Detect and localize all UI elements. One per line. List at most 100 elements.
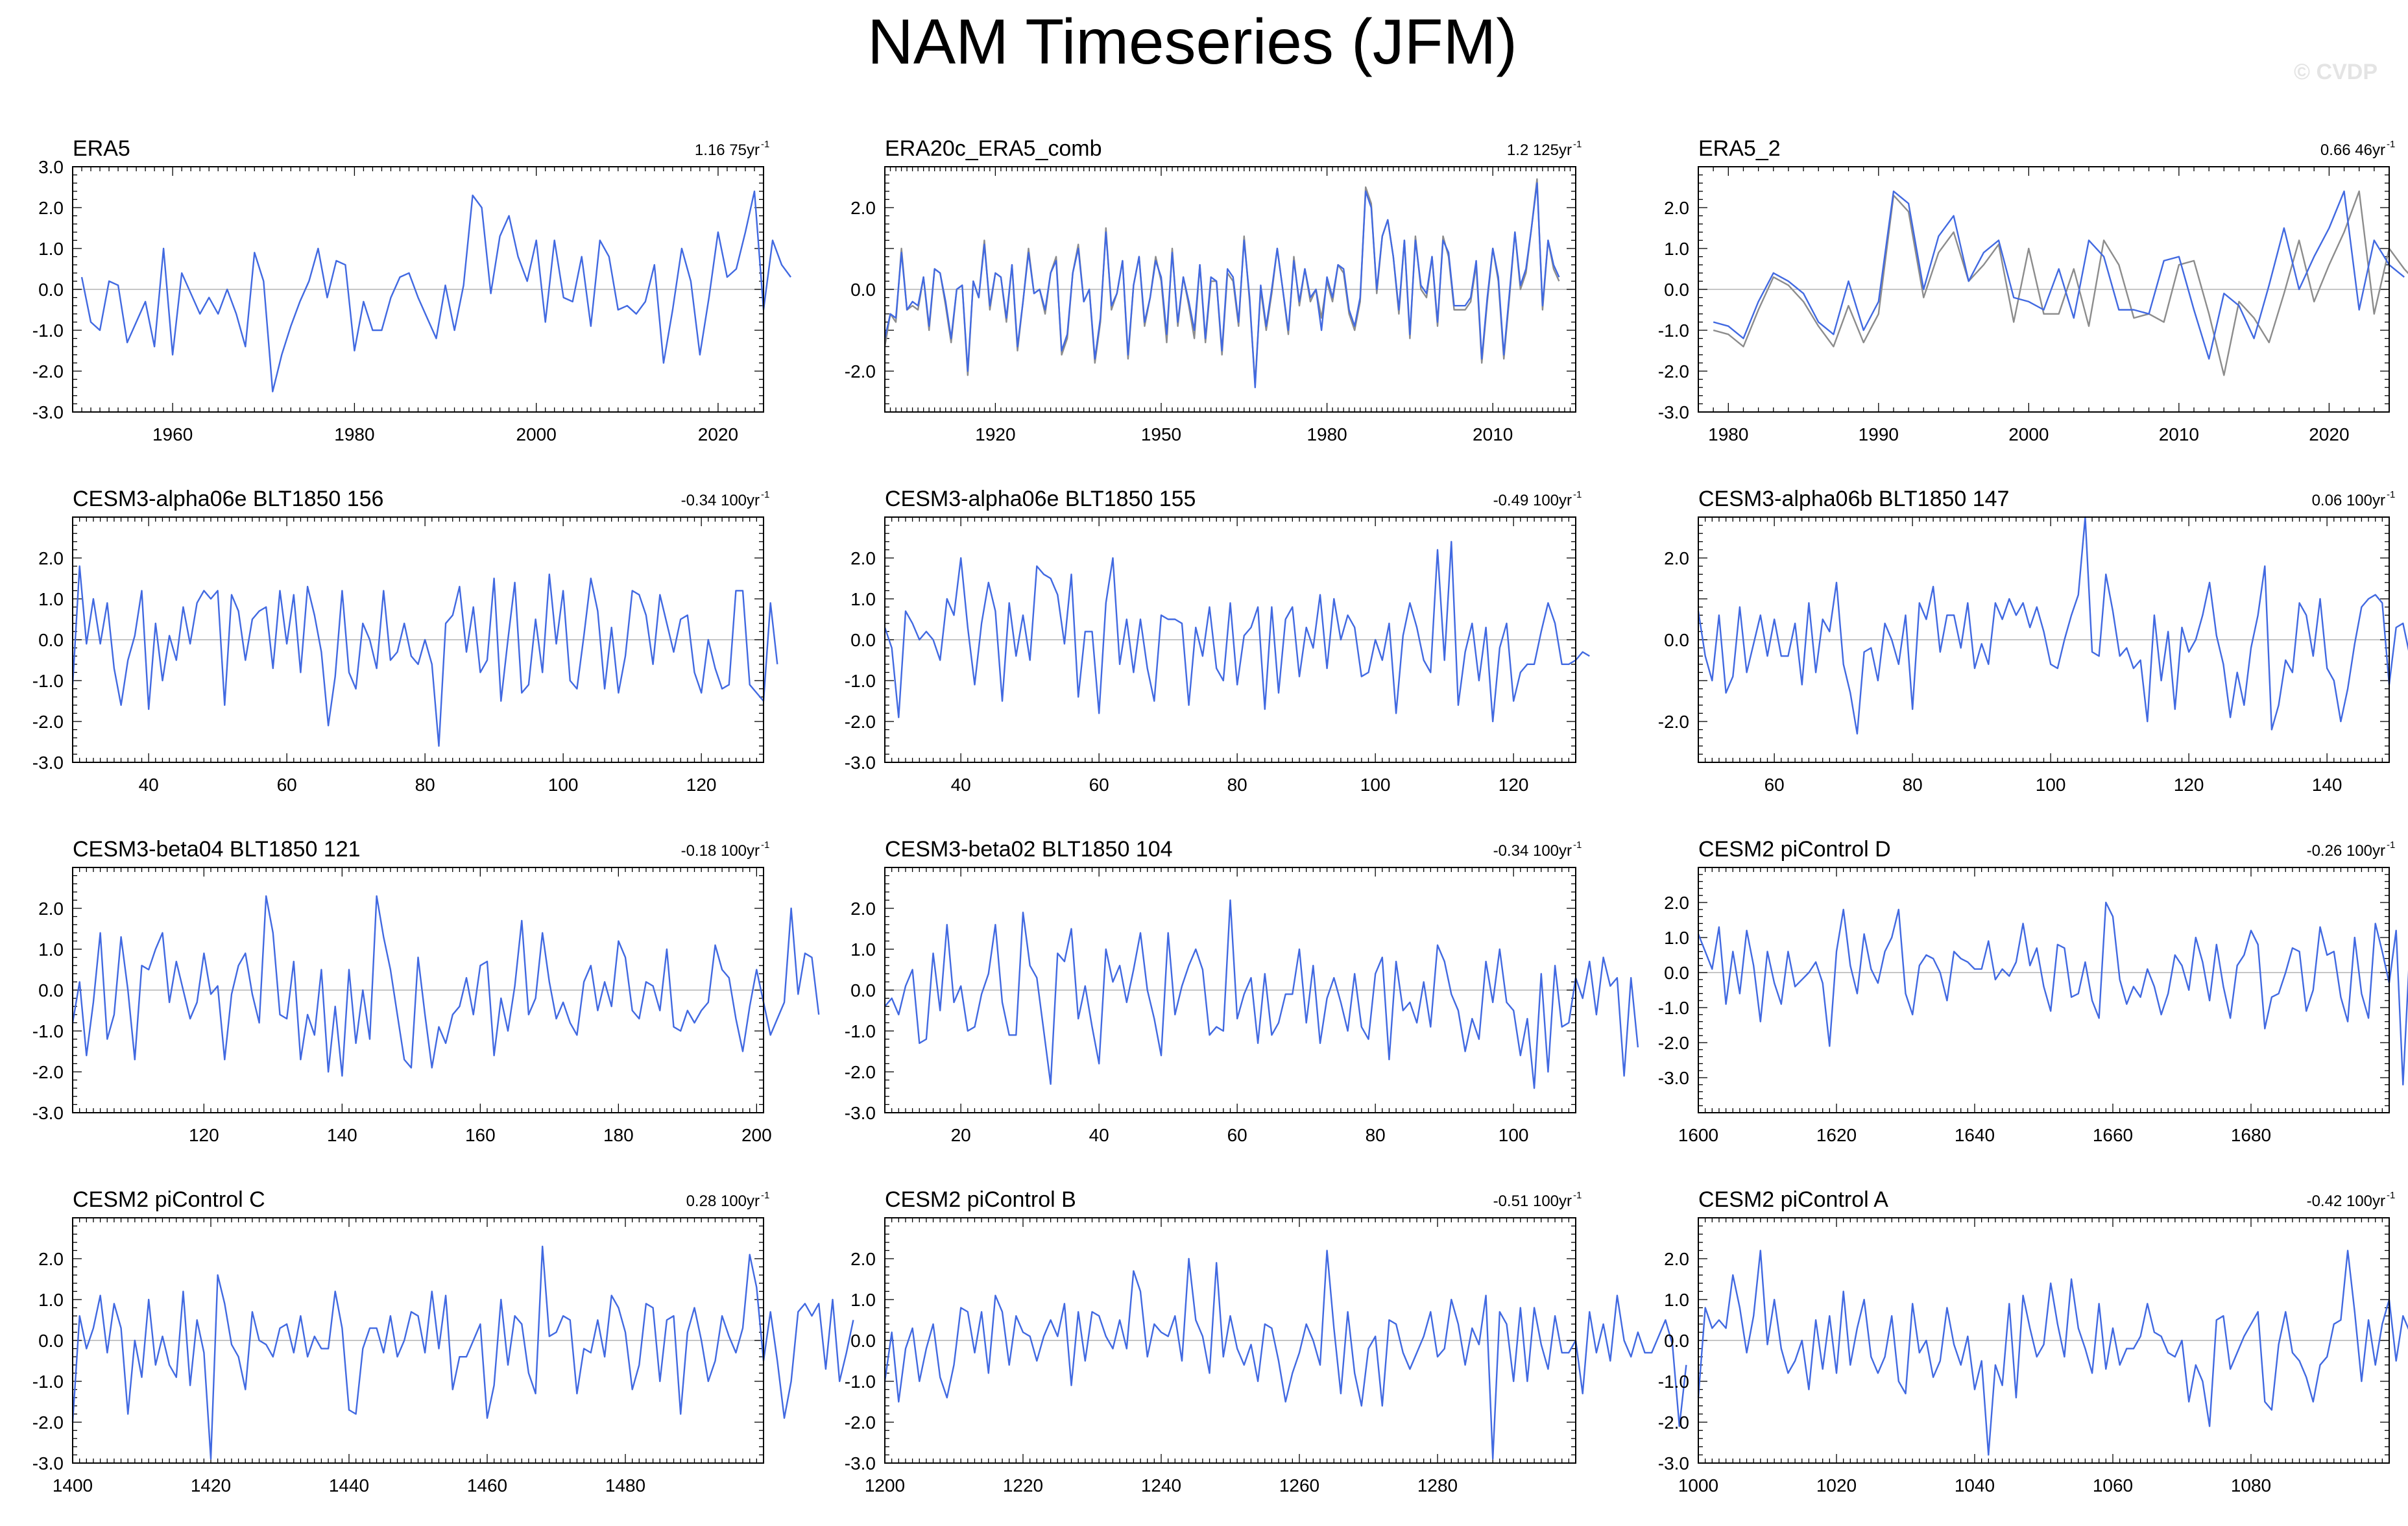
panel-title: CESM2 piControl B	[885, 1187, 1076, 1212]
x-tick-label: 120	[189, 1125, 219, 1145]
x-tick-label: 1400	[53, 1475, 93, 1496]
panel-title: CESM3-alpha06e BLT1850 156	[73, 487, 383, 511]
series-line	[71, 565, 778, 747]
y-tick-label: -3.0	[1658, 1453, 1689, 1473]
series-line	[884, 178, 1560, 385]
plot-frame	[1698, 1217, 2390, 1464]
y-tick-label: 2.0	[1664, 198, 1689, 218]
y-tick-label: 1.0	[1664, 239, 1689, 259]
y-tick-label: -2.0	[845, 712, 876, 732]
y-tick-label: 2.0	[850, 1249, 876, 1269]
y-tick-label: -3.0	[845, 753, 876, 773]
y-tick-label: -1.0	[32, 671, 64, 691]
series-line	[1713, 190, 2408, 376]
trend-label: 0.06 100yr	[2312, 492, 2385, 509]
y-tick-label: 1.0	[38, 939, 64, 960]
y-tick-label: 1.0	[850, 939, 876, 960]
y-tick-label: 1.0	[1664, 1290, 1689, 1310]
series-line	[1697, 901, 2408, 1086]
x-tick-label: 80	[1227, 775, 1247, 795]
panel-title: ERA5_2	[1698, 136, 1781, 161]
y-tick-label: -1.0	[32, 1021, 64, 1041]
y-tick-label: -1.0	[845, 1372, 876, 1392]
y-tick-label: 2.0	[850, 899, 876, 919]
x-tick-label: 160	[465, 1125, 496, 1145]
x-tick-label: 1640	[1955, 1125, 1995, 1145]
x-tick-label: 60	[1227, 1125, 1247, 1145]
y-tick-label: 2.0	[1664, 893, 1689, 913]
watermark: © CVDP	[2294, 60, 2378, 84]
x-tick-label: 2000	[2008, 424, 2049, 444]
series-line	[1697, 516, 2408, 735]
x-tick-label: 1260	[1279, 1475, 1319, 1496]
trend-exponent: -1	[2387, 139, 2395, 150]
x-tick-label: 80	[1366, 1125, 1386, 1145]
y-tick-label: 1.0	[38, 589, 64, 609]
x-tick-label: 1980	[1306, 424, 1347, 444]
trend-label: 0.66 46yr	[2320, 141, 2385, 159]
trend-label: -0.34 100yr	[681, 492, 760, 509]
panel-3: CESM3-alpha06e BLT1850 156 -0.34 100yr -1 4…	[32, 487, 778, 795]
trend-label: 1.2 125yr	[1507, 141, 1572, 159]
y-tick-label: -2.0	[1658, 712, 1689, 732]
y-tick-label: 2.0	[1664, 548, 1689, 568]
plot-frame	[884, 516, 1576, 763]
plot-frame	[1698, 867, 2390, 1113]
y-tick-label: 2.0	[38, 548, 64, 568]
y-tick-label: -1.0	[1658, 998, 1689, 1018]
series-line	[1697, 1250, 2408, 1456]
x-tick-label: 120	[2174, 775, 2204, 795]
panel-2: ERA5_2 0.66 46yr -1 1980 1990 2000 2010 2020 -3.…	[1658, 136, 2408, 444]
series-line	[884, 899, 1639, 1089]
panel-1: ERA20c_ERA5_comb 1.2 125yr -1 1920 1950 1980 2…	[845, 136, 1582, 444]
plot-frame	[1698, 166, 2390, 413]
y-tick-label: 2.0	[850, 548, 876, 568]
x-tick-label: 100	[548, 775, 579, 795]
x-tick-label: 1660	[2093, 1125, 2133, 1145]
panel-title: CESM2 piControl D	[1698, 837, 1891, 862]
x-tick-label: 80	[1903, 775, 1923, 795]
panel-title: CESM3-alpha06b BLT1850 147	[1698, 487, 2009, 511]
panel-title: CESM2 piControl A	[1698, 1187, 1888, 1212]
trend-exponent: -1	[1573, 489, 1582, 500]
trend-label: -0.18 100yr	[681, 842, 760, 860]
x-tick-label: 80	[415, 775, 435, 795]
x-tick-label: 1950	[1141, 424, 1181, 444]
x-tick-label: 60	[1089, 775, 1109, 795]
y-tick-label: -3.0	[32, 1103, 64, 1123]
trend-exponent: -1	[2387, 1190, 2395, 1201]
x-tick-label: 1460	[467, 1475, 507, 1496]
y-tick-label: 0.0	[38, 1331, 64, 1351]
panel-7: CESM3-beta02 BLT1850 104 -0.34 100yr -1 20 4…	[845, 837, 1639, 1145]
y-tick-label: -3.0	[845, 1103, 876, 1123]
x-tick-label: 1020	[1816, 1475, 1857, 1496]
y-tick-label: 2.0	[38, 1249, 64, 1269]
y-tick-label: 0.0	[1664, 630, 1689, 650]
x-tick-label: 1960	[152, 424, 193, 444]
y-tick-label: 3.0	[38, 157, 64, 177]
x-tick-label: 1980	[1708, 424, 1748, 444]
trend-exponent: -1	[2387, 489, 2395, 500]
plot-frame	[884, 867, 1576, 1113]
panel-10: CESM2 piControl B -0.51 100yr -1 1200 1220 12…	[845, 1187, 1687, 1496]
y-tick-label: 0.0	[850, 980, 876, 1000]
y-tick-label: 0.0	[38, 630, 64, 650]
y-tick-label: -2.0	[32, 1412, 64, 1433]
series-line	[884, 182, 1560, 389]
panel-4: CESM3-alpha06e BLT1850 155 -0.49 100yr -1 4…	[845, 487, 1590, 795]
x-tick-label: 140	[327, 1125, 357, 1145]
trend-label: -0.49 100yr	[1493, 492, 1572, 509]
y-tick-label: -2.0	[32, 361, 64, 382]
x-tick-label: 2020	[2309, 424, 2349, 444]
x-tick-label: 1060	[2093, 1475, 2133, 1496]
x-tick-label: 40	[951, 775, 971, 795]
x-tick-label: 2010	[1473, 424, 1513, 444]
y-tick-label: -1.0	[1658, 321, 1689, 341]
panel-5: CESM3-alpha06b BLT1850 147 0.06 100yr -1 60…	[1658, 487, 2408, 795]
y-tick-label: -1.0	[32, 321, 64, 341]
x-tick-label: 1440	[329, 1475, 369, 1496]
series-line	[1713, 190, 2405, 360]
x-tick-label: 1990	[1859, 424, 1899, 444]
panel-title: CESM3-beta04 BLT1850 121	[73, 837, 361, 862]
